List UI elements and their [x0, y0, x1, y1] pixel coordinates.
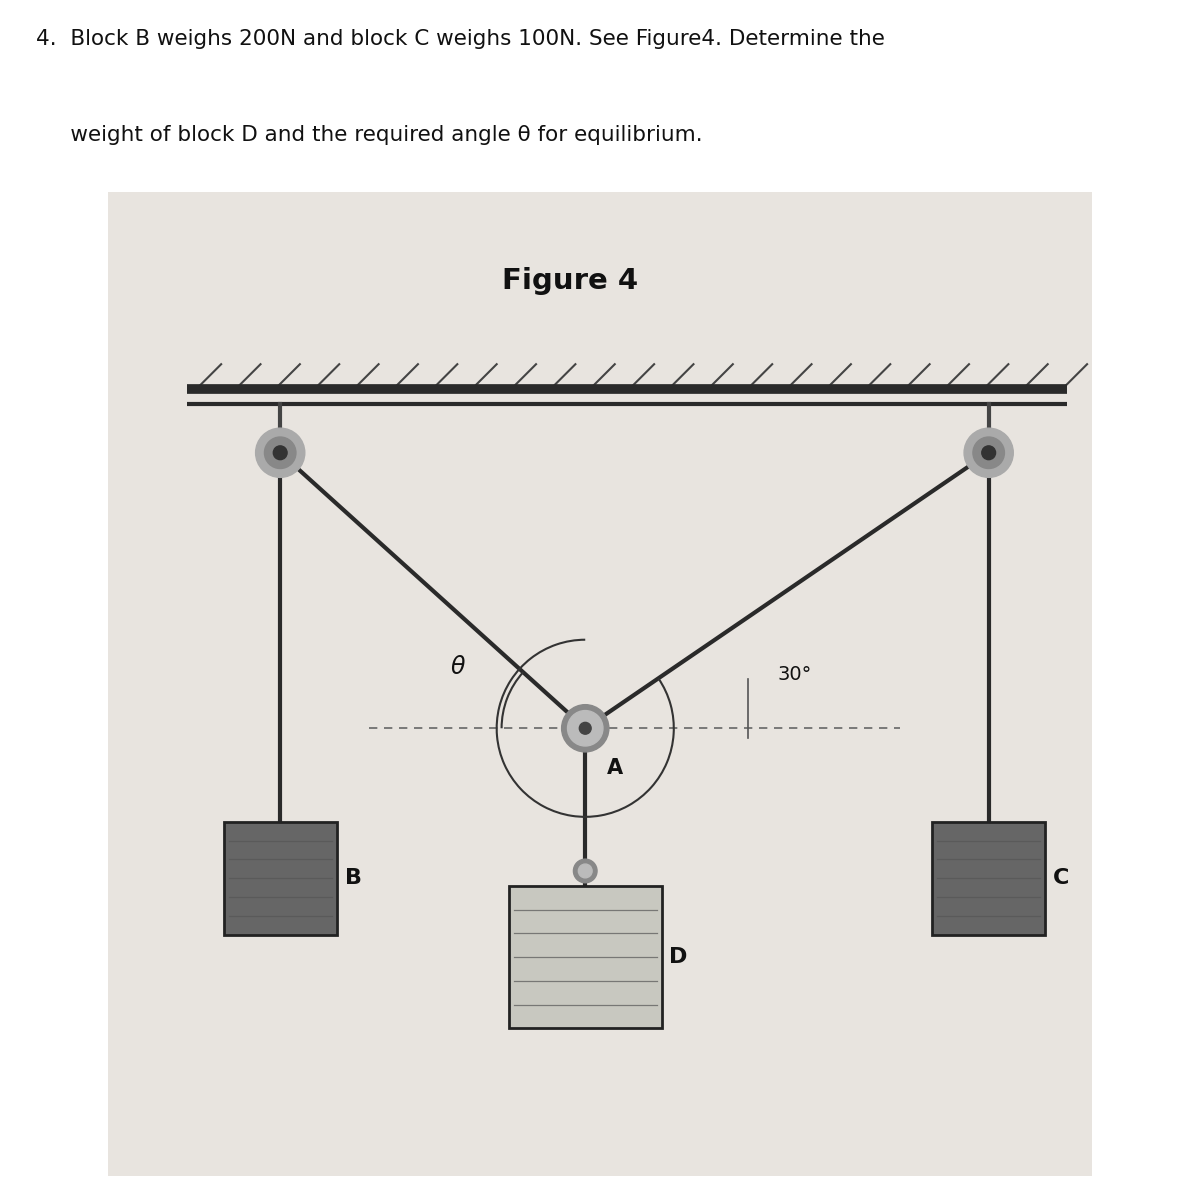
Text: weight of block D and the required angle θ for equilibrium.: weight of block D and the required angle… — [36, 125, 703, 145]
Circle shape — [973, 437, 1004, 468]
Text: B: B — [344, 869, 361, 888]
Text: θ: θ — [450, 655, 464, 679]
Circle shape — [568, 710, 602, 746]
Circle shape — [274, 446, 287, 460]
Text: D: D — [670, 947, 688, 967]
Circle shape — [982, 446, 996, 460]
Text: 30°: 30° — [778, 665, 811, 684]
Text: Figure 4: Figure 4 — [503, 266, 638, 294]
Circle shape — [264, 437, 296, 468]
Circle shape — [964, 428, 1013, 478]
FancyBboxPatch shape — [108, 192, 1092, 1176]
Circle shape — [574, 859, 598, 883]
FancyBboxPatch shape — [509, 886, 661, 1028]
Text: A: A — [607, 758, 623, 778]
Text: C: C — [1054, 869, 1069, 888]
FancyBboxPatch shape — [223, 822, 337, 935]
Circle shape — [580, 722, 592, 734]
Circle shape — [256, 428, 305, 478]
Circle shape — [578, 864, 592, 878]
Circle shape — [562, 704, 608, 752]
Text: 4.  Block B weighs 200N and block C weighs 100N. See Figure4. Determine the: 4. Block B weighs 200N and block C weigh… — [36, 29, 884, 49]
FancyBboxPatch shape — [932, 822, 1045, 935]
